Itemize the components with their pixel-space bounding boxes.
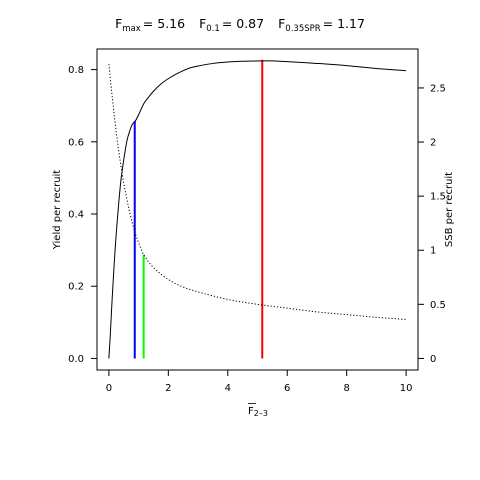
series-group <box>108 60 407 359</box>
title-value: = 1.17 <box>323 16 365 31</box>
title-value: = 0.87 <box>222 16 264 31</box>
plot-frame <box>96 48 419 371</box>
y-axis-right: 0 0.5 1 1.5 2 2.5 <box>418 83 446 365</box>
title-subscript: 0.1 <box>206 24 220 34</box>
y2-tick-label: 0 <box>430 354 436 365</box>
title-text: Fmax = 5.16 F0.1 = 0.87 F0.35SPR = 1.17 <box>115 16 365 34</box>
x-tick-label: 0 <box>106 383 112 394</box>
ssb-per-recruit-curve <box>108 64 407 320</box>
x-tick-label: 8 <box>343 383 349 394</box>
x-tick-label: 10 <box>400 383 413 394</box>
reference-lines <box>133 59 264 359</box>
y2-axis-title: SSB per recruit <box>444 172 455 247</box>
y-tick-label: 0.0 <box>68 354 84 365</box>
y-tick-label: 0.8 <box>68 65 84 76</box>
title-symbol: F <box>278 16 285 31</box>
y-tick-label: 0.4 <box>68 210 84 221</box>
x-axis-title: F2–3 <box>248 403 268 418</box>
y-tick-label: 0.2 <box>68 282 84 293</box>
y-axis-left: 0.0 0.2 0.4 0.6 0.8 <box>68 65 97 365</box>
x-axis: 0 2 4 6 8 10 <box>106 370 413 394</box>
x-tick-label: 2 <box>165 383 171 394</box>
y-axis-title: Yield per recruit <box>52 170 63 251</box>
title-value: = 5.16 <box>143 16 185 31</box>
x-title-text: F2–3 <box>248 406 268 418</box>
yield-per-recruit-curve <box>108 60 407 359</box>
y2-tick-label: 2 <box>430 138 436 149</box>
x-title-subscript: 2–3 <box>254 409 268 418</box>
x-title-symbol: F <box>248 406 254 417</box>
x-tick-label: 6 <box>284 383 290 394</box>
x-tick-label: 4 <box>225 383 231 394</box>
y2-tick-label: 1.5 <box>430 192 446 203</box>
y2-tick-label: 2.5 <box>430 83 446 94</box>
y2-tick-label: 0.5 <box>430 300 446 311</box>
title-symbol: F <box>199 16 206 31</box>
title-subscript: max <box>122 24 141 34</box>
title-symbol: F <box>115 16 122 31</box>
y2-tick-label: 1 <box>430 246 436 257</box>
y-tick-label: 0.6 <box>68 137 84 148</box>
chart-title: Fmax = 5.16 F0.1 = 0.87 F0.35SPR = 1.17 <box>115 16 365 34</box>
title-subscript: 0.35SPR <box>285 24 320 34</box>
